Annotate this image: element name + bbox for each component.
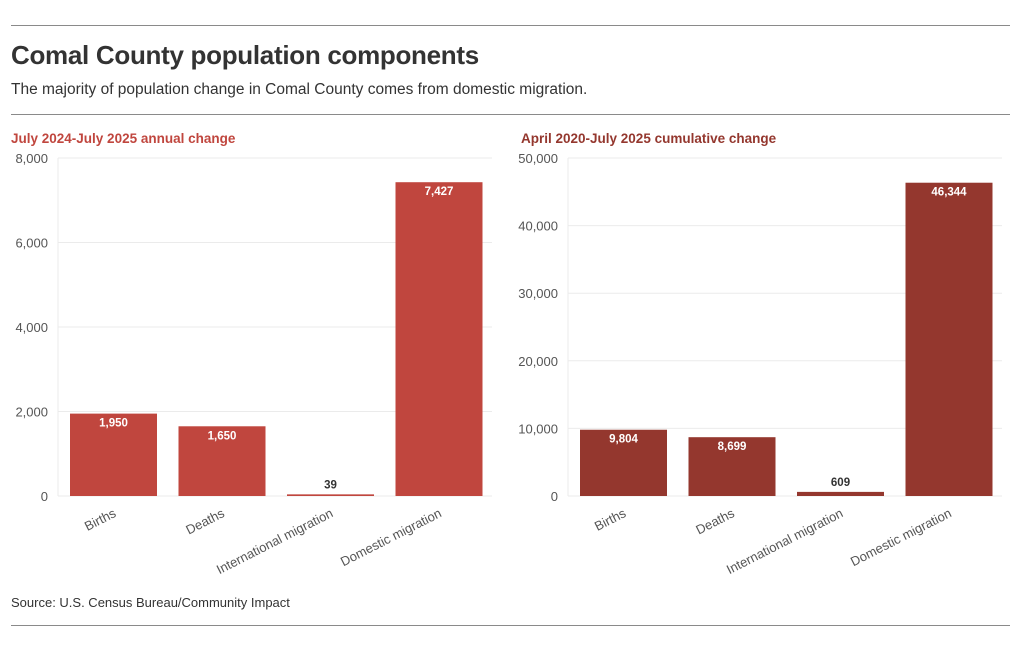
data-label: 7,427	[425, 186, 454, 198]
data-label: 8,699	[718, 441, 747, 453]
x-tick-label: International migration	[724, 505, 845, 577]
bar	[178, 426, 266, 496]
y-tick-label: 2,000	[15, 405, 48, 420]
cumulative-change-chart: 0 10,000 20,000 30,000 40,000 50,000 9,804 Birt…	[518, 151, 1002, 577]
y-tick-label: 6,000	[15, 236, 48, 251]
annual-change-chart: 02,0004,0006,0008,0001,950Births1,650Dea…	[15, 151, 492, 577]
y-tick-label: 20,000	[518, 354, 558, 369]
cumulative-chart-title: April 2020-July 2025 cumulative change	[521, 131, 777, 146]
y-tick-label: 40,000	[518, 219, 558, 234]
y-tick-label: 30,000	[518, 286, 558, 301]
bar	[395, 182, 483, 497]
bar	[905, 182, 993, 497]
bar	[797, 491, 884, 496]
top-rule	[11, 25, 1010, 26]
page-title: Comal County population components	[11, 40, 479, 70]
source-note: Source: U.S. Census Bureau/Community Imp…	[11, 595, 290, 610]
data-label: 1,950	[99, 418, 128, 430]
y-tick-label: 10,000	[518, 421, 558, 436]
bar	[70, 413, 157, 496]
header-rule	[11, 114, 1010, 115]
x-tick-label: Births	[592, 505, 629, 534]
y-tick-label: 0	[551, 489, 558, 504]
data-label: 1,650	[208, 430, 237, 442]
annual-chart-title: July 2024-July 2025 annual change	[11, 131, 236, 146]
x-tick-label: Domestic migration	[848, 505, 954, 569]
y-tick-label: 4,000	[15, 320, 48, 335]
x-tick-label: Deaths	[693, 505, 737, 537]
y-tick-label: 50,000	[518, 151, 558, 166]
y-tick-label: 8,000	[15, 151, 48, 166]
y-tick-label: 0	[41, 489, 48, 504]
data-label: 39	[324, 479, 337, 491]
bar	[580, 429, 667, 496]
data-label: 9,804	[609, 434, 638, 446]
bottom-rule	[11, 625, 1010, 626]
data-label: 609	[831, 477, 850, 489]
data-label: 46,344	[931, 187, 967, 199]
bar	[688, 437, 776, 496]
page-subtitle: The majority of population change in Com…	[11, 81, 588, 98]
bar	[287, 494, 374, 496]
